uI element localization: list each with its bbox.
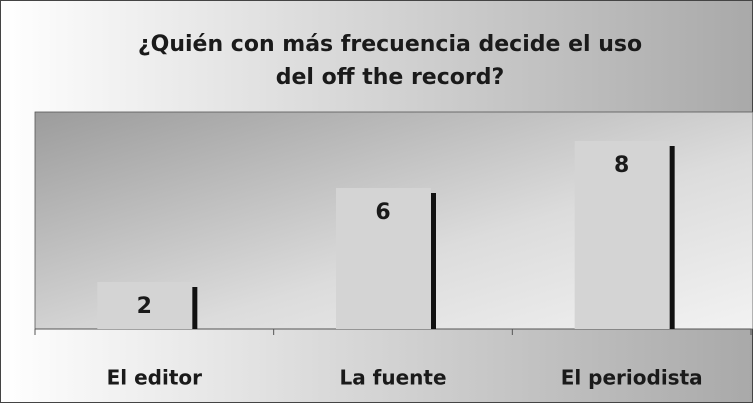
value-label: 8 [614, 153, 629, 178]
chart-title: del off the record? [276, 65, 505, 90]
bar-shadow [192, 287, 198, 329]
bar [336, 188, 431, 329]
x-tick-label: El periodista [561, 366, 703, 390]
x-tick-label: La fuente [339, 366, 446, 390]
bar-shadow [669, 146, 675, 329]
value-label: 2 [137, 294, 152, 319]
value-label: 6 [375, 200, 390, 225]
bar [97, 282, 193, 329]
bar-shadow [431, 193, 436, 329]
chart-title: ¿Quién con más frecuencia decide el uso [138, 32, 642, 57]
bar [574, 141, 670, 329]
x-tick-label: El editor [107, 366, 203, 390]
